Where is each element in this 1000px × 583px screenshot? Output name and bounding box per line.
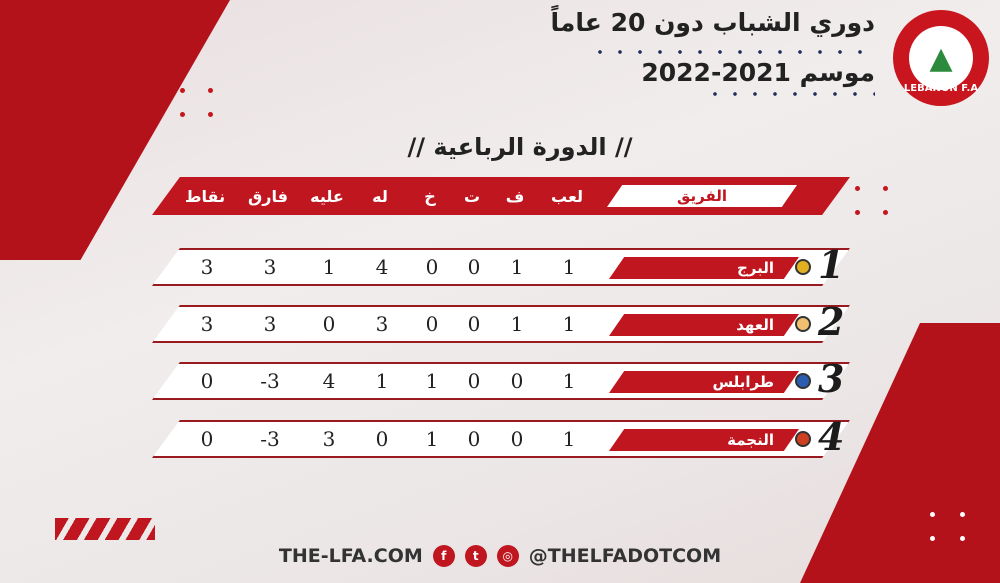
lebanon-fa-logo: ▲ LEBANON F.A [893, 10, 989, 106]
page-title: دوري الشباب دون 20 عاماً [550, 8, 875, 37]
team-badge-icon [795, 259, 811, 275]
cell-for: 3 [375, 312, 389, 336]
cell-played: 1 [562, 312, 576, 336]
team-badge-icon [795, 373, 811, 389]
cell-played: 1 [562, 427, 576, 451]
rank-number: 4 [818, 414, 845, 459]
rank-number: 2 [818, 299, 845, 344]
cell-for: 4 [375, 255, 389, 279]
social-handle[interactable]: @THELFADOTCOM [528, 545, 722, 567]
table-row: النجمة 1 0 0 1 0 3 -3 0 [152, 420, 850, 458]
cell-against: 1 [322, 255, 336, 279]
team-badge-icon [795, 431, 811, 447]
season-label: موسم 2021-2022 [641, 58, 875, 87]
cell-diff: 3 [263, 255, 277, 279]
footer: THE-LFA.COM f t ◎ @THELFADOTCOM [0, 545, 1000, 567]
team-name: طرابلس [609, 371, 799, 393]
rank-number: 3 [818, 356, 845, 401]
cell-against: 0 [322, 312, 336, 336]
cell-diff: 3 [263, 312, 277, 336]
table-row: طرابلس 1 0 0 1 1 4 -3 0 [152, 362, 850, 400]
logo-text: LEBANON F.A [903, 83, 979, 94]
cell-lost: 0 [425, 312, 439, 336]
cell-for: 0 [375, 427, 389, 451]
stripes-decoration [55, 518, 155, 540]
cell-against: 3 [322, 427, 336, 451]
rank-number: 1 [818, 242, 845, 287]
cell-diff: -3 [260, 369, 280, 393]
cell-lost: 1 [425, 369, 439, 393]
cell-won: 0 [510, 369, 524, 393]
cell-drawn: 0 [467, 369, 481, 393]
cell-won: 0 [510, 427, 524, 451]
dot-divider [590, 50, 875, 54]
facebook-icon[interactable]: f [432, 545, 455, 567]
red-corner-decoration [0, 0, 230, 260]
header-against: عليه [310, 186, 344, 206]
header-diff: فارق [248, 186, 288, 206]
team-name: البرج [609, 257, 799, 279]
cell-drawn: 0 [467, 255, 481, 279]
cell-played: 1 [562, 369, 576, 393]
cell-drawn: 0 [467, 427, 481, 451]
cell-diff: -3 [260, 427, 280, 451]
cell-won: 1 [510, 255, 524, 279]
cell-points: 3 [200, 312, 214, 336]
website-link[interactable]: THE-LFA.COM [278, 545, 423, 567]
cell-points: 0 [200, 369, 214, 393]
cell-lost: 0 [425, 255, 439, 279]
instagram-icon[interactable]: ◎ [496, 545, 519, 567]
cedar-ball-icon: ▲ [909, 26, 973, 90]
cell-drawn: 0 [467, 312, 481, 336]
cell-played: 1 [562, 255, 576, 279]
cell-points: 0 [200, 427, 214, 451]
team-name: النجمة [609, 429, 799, 451]
cell-for: 1 [375, 369, 389, 393]
dot-divider [705, 92, 875, 96]
twitter-icon[interactable]: t [464, 545, 487, 567]
cell-against: 4 [322, 369, 336, 393]
header-for: له [372, 186, 388, 206]
team-name: العهد [609, 314, 799, 336]
cell-points: 3 [200, 255, 214, 279]
header-won: ف [505, 186, 525, 206]
header-played: لعب [551, 186, 583, 206]
table-header: الفريق لعب ف ت خ له عليه فارق نقاط [152, 177, 850, 215]
header-drawn: ت [463, 186, 481, 206]
header-team: الفريق [607, 185, 797, 207]
header-points: نقاط [184, 186, 226, 206]
cell-won: 1 [510, 312, 524, 336]
header-lost: خ [424, 186, 436, 206]
cell-lost: 1 [425, 427, 439, 451]
section-subtitle: // الدورة الرباعية // [407, 133, 633, 161]
table-row: العهد 1 1 0 0 3 0 3 3 [152, 305, 850, 343]
team-badge-icon [795, 316, 811, 332]
table-row: البرج 1 1 0 0 4 1 3 3 [152, 248, 850, 286]
